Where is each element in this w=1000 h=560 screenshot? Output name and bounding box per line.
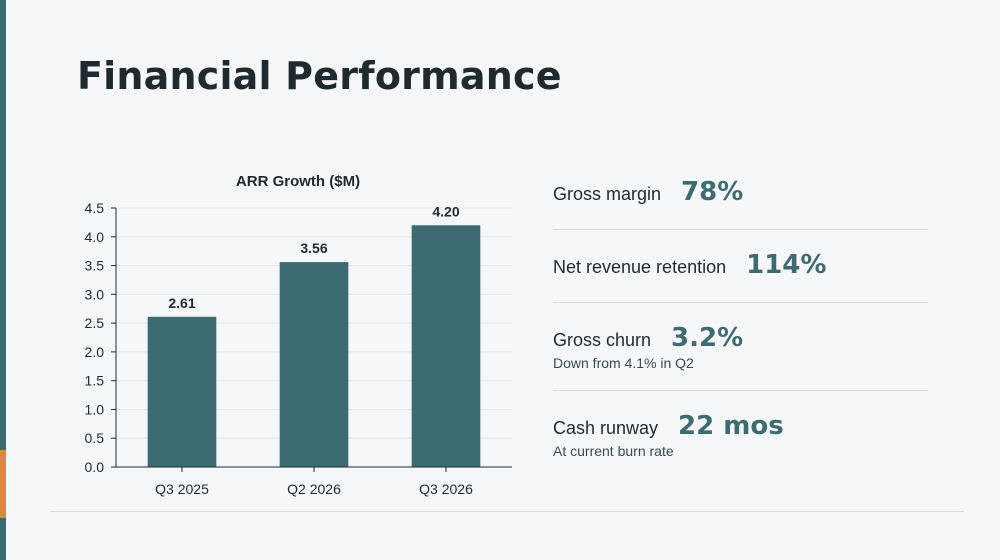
kpi-value: 78%: [681, 177, 744, 207]
y-tick-label: 2.5: [85, 315, 105, 331]
kpi-net-revenue-retention: Net revenue retention 114%: [553, 230, 928, 303]
y-tick-label: 4.0: [85, 229, 105, 245]
bar-value-label: 4.20: [432, 203, 459, 219]
bar: [279, 262, 349, 467]
left-accent-bar: [0, 0, 6, 560]
x-tick-label: Q3 2025: [155, 481, 209, 497]
bar-value-label: 2.61: [168, 295, 195, 311]
bar: [411, 225, 481, 467]
chart-bars: [147, 225, 481, 467]
kpi-gross-margin: Gross margin 78%: [553, 165, 928, 230]
chart-title: ARR Growth ($M): [236, 173, 360, 190]
kpi-gross-churn: Gross churn 3.2% Down from 4.1% in Q2: [553, 303, 928, 391]
y-tick-label: 3.5: [85, 258, 105, 274]
bar-value-label: 3.56: [300, 240, 327, 256]
kpi-label: Gross margin: [553, 184, 662, 204]
y-tick-label: 0.0: [85, 459, 105, 475]
y-tick-label: 1.5: [85, 373, 105, 389]
y-tick-label: 4.5: [85, 200, 105, 216]
y-tick-label: 0.5: [85, 430, 105, 446]
y-tick-label: 2.0: [85, 344, 105, 360]
kpi-label: Net revenue retention: [553, 257, 727, 277]
kpi-label: Gross churn: [553, 330, 652, 350]
bar-value-labels: 2.61 3.56 4.20: [168, 203, 459, 311]
y-axis-ticks: 0.0 0.5 1.0 1.5 2.0 2.5 3.0 3.5 4.0 4.5: [85, 200, 116, 475]
kpi-value: 22 mos: [678, 411, 784, 441]
x-tick-label: Q3 2026: [419, 481, 473, 497]
kpi-subtext: At current burn rate: [553, 443, 674, 459]
arr-growth-chart: ARR Growth ($M) 0.0 0.5 1.0 1.5 2.0 2.5 3.0 3.5…: [85, 173, 512, 497]
kpi-list: Gross margin 78% Net revenue retention 1…: [553, 165, 928, 471]
bar: [147, 316, 217, 467]
footer-divider: [50, 511, 964, 512]
kpi-value: 3.2%: [671, 323, 744, 353]
y-tick-label: 1.0: [85, 401, 105, 417]
page-title: Financial Performance: [77, 54, 562, 98]
kpi-cash-runway: Cash runway 22 mos At current burn rate: [553, 391, 928, 471]
x-axis-ticks: Q3 2025 Q2 2026 Q3 2026: [155, 467, 473, 497]
x-tick-label: Q2 2026: [287, 481, 341, 497]
kpi-value: 114%: [746, 250, 827, 280]
kpi-subtext: Down from 4.1% in Q2: [553, 355, 694, 371]
kpi-label: Cash runway: [553, 418, 659, 438]
left-accent-highlight: [0, 450, 6, 518]
y-tick-label: 3.0: [85, 286, 105, 302]
